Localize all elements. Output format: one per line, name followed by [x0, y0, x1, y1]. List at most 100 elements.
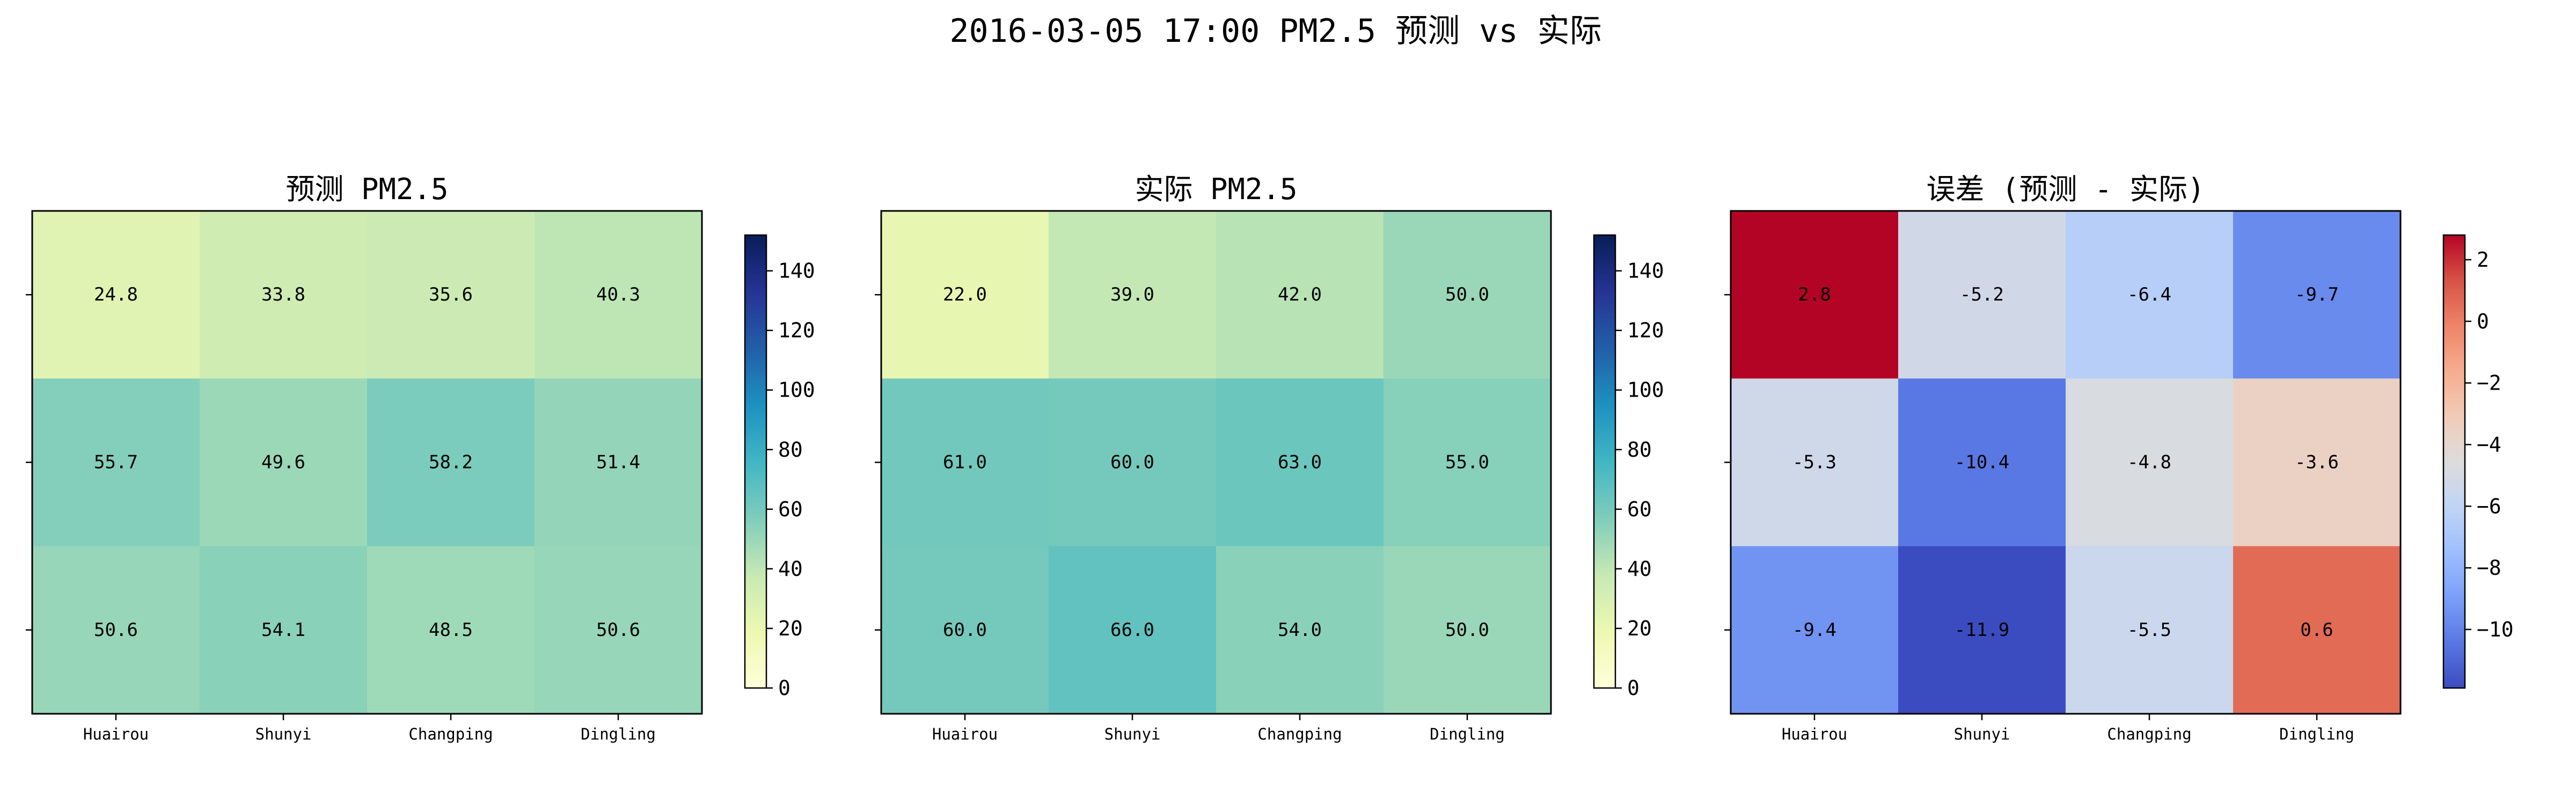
x-tick-label: Dingling [2279, 725, 2354, 743]
cell-value-label: 60.0 [943, 619, 987, 641]
colorbar-tick-label: 140 [1627, 259, 1664, 283]
colorbar-tick-label: 80 [1627, 438, 1652, 462]
heatmap-cell [1731, 211, 1899, 379]
cell-value-label: 54.1 [261, 619, 305, 641]
cell-value-label: -3.6 [2295, 452, 2339, 473]
heatmap-cell [535, 546, 702, 714]
heatmap-cell [1049, 211, 1217, 379]
heatmap-cell [200, 378, 368, 547]
cell-value-label: 55.0 [1445, 452, 1489, 473]
x-tick-label: Dingling [1430, 725, 1505, 743]
colorbar [2442, 234, 2466, 689]
heatmap-cell [1731, 546, 1899, 714]
colorbar [744, 234, 767, 689]
figure-suptitle: 2016-03-05 17:00 PM2.5 预测 vs 实际 [949, 12, 1601, 50]
x-tick-label: Dingling [581, 725, 656, 743]
colorbar-tick-label: 100 [1627, 378, 1664, 402]
cell-value-label: 2.8 [1798, 284, 1831, 305]
cell-value-label: -9.7 [2295, 284, 2339, 305]
colorbar-tick-label: 40 [778, 557, 803, 581]
heatmap-cell [367, 211, 535, 379]
cell-value-label: 49.6 [261, 452, 305, 473]
colorbar-tick-label: 0 [2477, 310, 2489, 333]
colorbar-tick-label: 40 [1627, 557, 1652, 581]
panel-title: 误差 (预测 - 实际) [1926, 172, 2205, 206]
colorbar-tick-label: 120 [778, 319, 815, 342]
colorbar-tick-label: −8 [2477, 556, 2501, 580]
heatmap-cell [2233, 546, 2401, 714]
heatmap-cell [881, 378, 1049, 547]
heatmap-cell [1216, 378, 1384, 547]
heatmap-cell [1216, 211, 1384, 379]
cell-value-label: 40.3 [596, 284, 640, 305]
heatmap-cell [1898, 211, 2066, 379]
heatmap-cell [200, 546, 368, 714]
x-tick-label: Huairou [83, 725, 149, 743]
heatmap-cell [1049, 546, 1217, 714]
heatmap-cell [2066, 546, 2234, 714]
cell-value-label: -11.9 [1955, 619, 2009, 641]
colorbar-tick-label: 2 [2477, 248, 2489, 272]
cell-value-label: 55.7 [94, 452, 138, 473]
heatmap-cell [1384, 211, 1552, 379]
cell-value-label: 63.0 [1278, 452, 1322, 473]
heatmap-cell [367, 378, 535, 547]
heatmap-cell [881, 211, 1049, 379]
heatmap-cell [1898, 546, 2066, 714]
colorbar-tick-label: 120 [1627, 319, 1664, 342]
cell-value-label: 51.4 [596, 452, 640, 473]
heatmap-cell [1216, 546, 1384, 714]
cell-value-label: 48.5 [429, 619, 473, 641]
colorbar-tick-label: 80 [778, 438, 803, 462]
cell-value-label: -10.4 [1955, 452, 2009, 473]
cell-value-label: 60.0 [1110, 452, 1154, 473]
cell-value-label: 58.2 [429, 452, 473, 473]
cell-value-label: -5.2 [1960, 284, 2004, 305]
colorbar-tick-label: 20 [1627, 617, 1652, 640]
x-tick-label: Shunyi [255, 725, 312, 743]
heatmap-cell [1384, 546, 1552, 714]
x-tick-label: Changping [408, 725, 493, 743]
cell-value-label: 0.6 [2300, 619, 2333, 641]
heatmap-cell [2233, 378, 2401, 547]
cell-value-label: 54.0 [1278, 619, 1322, 641]
colorbar [1593, 234, 1616, 689]
panel-title: 预测 PM2.5 [286, 172, 448, 206]
colorbar-tick-label: 100 [778, 378, 815, 402]
heatmap-cell [32, 546, 200, 714]
cell-value-label: 24.8 [94, 284, 138, 305]
cell-value-label: 61.0 [943, 452, 987, 473]
heatmap-cell [2233, 211, 2401, 379]
colorbar-tick-label: 60 [1627, 497, 1652, 521]
cell-value-label: 33.8 [261, 284, 305, 305]
heatmap-cell [1898, 378, 2066, 547]
heatmap-cell [200, 211, 368, 379]
colorbar-tick-label: −4 [2477, 433, 2501, 456]
heatmap-cell [32, 211, 200, 379]
heatmap-cell [367, 546, 535, 714]
x-tick-label: Shunyi [1954, 725, 2010, 743]
cell-value-label: -5.5 [2127, 619, 2171, 641]
heatmap-cell [881, 546, 1049, 714]
colorbar-tick-label: 20 [778, 617, 803, 640]
cell-value-label: 50.0 [1445, 619, 1489, 641]
cell-value-label: 50.0 [1445, 284, 1489, 305]
heatmap-cell [535, 378, 702, 547]
x-tick-label: Shunyi [1104, 725, 1161, 743]
cell-value-label: 66.0 [1110, 619, 1154, 641]
heatmap-cell [2066, 211, 2234, 379]
heatmap-cell [1384, 378, 1552, 547]
cell-value-label: -6.4 [2127, 284, 2171, 305]
heatmap-panel-3: 误差 (预测 - 实际) 2.8 -5.2 -6.4 -9.7 -5.3 -10.4 -4.8… [1724, 172, 2514, 743]
cell-value-label: 39.0 [1110, 284, 1154, 305]
heatmap-panel-2: 实际 PM2.5 22.0 39.0 42.0 50.0 61.0 60.0 63.0 55.0… [875, 172, 1664, 743]
panel-title: 实际 PM2.5 [1135, 172, 1297, 206]
cell-value-label: 22.0 [943, 284, 987, 305]
colorbar-tick-label: 0 [778, 676, 791, 700]
colorbar-tick-label: 0 [1627, 676, 1640, 700]
x-tick-label: Huairou [932, 725, 998, 743]
cell-value-label: 50.6 [94, 619, 138, 641]
cell-value-label: -5.3 [1792, 452, 1836, 473]
heatmap-cell [1731, 378, 1899, 547]
